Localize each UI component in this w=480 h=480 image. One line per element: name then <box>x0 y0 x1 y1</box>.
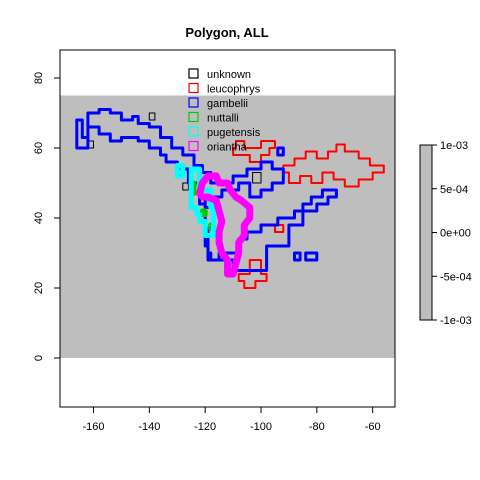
legend-swatch <box>188 140 199 152</box>
polygon-unknown-3 <box>252 172 262 184</box>
series-oriantha <box>196 172 254 278</box>
legend-label: nuttalli <box>207 113 239 125</box>
polygon-gambelii-1 <box>276 146 285 157</box>
x-tick-label: -140 <box>138 421 160 433</box>
polygon-gambelii-0 <box>75 108 338 272</box>
chart-title: Polygon, ALL <box>185 25 268 40</box>
polygon-leucophrys-2 <box>237 259 268 289</box>
x-tick-label: -160 <box>82 421 104 433</box>
polygon-leucophrys-1 <box>282 143 385 188</box>
y-tick-label: 60 <box>33 142 45 154</box>
legend-label: pugetensis <box>207 127 261 139</box>
legend-label: unknown <box>207 69 251 81</box>
colorbar-tick-label: 0e+00 <box>440 228 471 240</box>
polygon-nuttalli-1 <box>199 208 208 217</box>
polygon-leucophrys-0 <box>232 140 276 163</box>
legend-swatch <box>188 68 199 79</box>
colorbar-box <box>419 144 433 321</box>
colorbar: 1e-03 5e-04 0e+00 -5e-04 -1e-03 <box>419 140 472 327</box>
colorbar-tick-label: -1e-03 <box>440 315 472 327</box>
legend-label: leucophrys <box>207 84 261 96</box>
legend: unknown leucophrys gambelii nuttalli pugeten… <box>188 68 261 154</box>
polygon-pugetensis-0 <box>174 163 186 179</box>
legend-item-gambelii: gambelii <box>188 97 248 110</box>
series-gambelii <box>75 108 338 272</box>
y-tick-label: 40 <box>33 212 45 224</box>
polygon-gambelii-2 <box>304 251 319 262</box>
y-tick-label: 0 <box>33 355 45 361</box>
colorbar-tick-label: 5e-04 <box>440 184 468 196</box>
x-tick-label: -100 <box>250 421 272 433</box>
legend-swatch <box>188 111 199 123</box>
legend-item-pugetensis: pugetensis <box>188 126 261 139</box>
x-tick-label: -80 <box>309 421 325 433</box>
colorbar-tick-label: -5e-04 <box>440 271 472 283</box>
y-tick-label: 20 <box>33 282 45 294</box>
legend-item-nuttalli: nuttalli <box>188 111 239 125</box>
map-background <box>60 95 395 358</box>
legend-item-oriantha: oriantha <box>188 140 248 154</box>
legend-swatch <box>188 126 199 137</box>
polygon-gambelii-3 <box>293 251 302 262</box>
polygon-leucophrys-3 <box>274 224 285 233</box>
x-tick-label: -60 <box>365 421 381 433</box>
legend-label: gambelii <box>207 98 248 110</box>
plot-area <box>60 95 395 358</box>
legend-item-unknown: unknown <box>188 68 251 81</box>
y-tick-label: 80 <box>33 72 45 84</box>
axes: -160 -140 -120 -100 -80 -60 0 20 40 60 80 <box>33 49 396 433</box>
x-tick-label: -120 <box>194 421 216 433</box>
series-leucophrys <box>232 140 385 289</box>
polygon-oriantha-0 <box>196 172 254 278</box>
legend-swatch <box>188 97 199 108</box>
legend-swatch <box>188 82 199 94</box>
legend-label: oriantha <box>207 142 248 154</box>
polygon-unknown-1 <box>148 112 156 121</box>
colorbar-tick-label: 1e-03 <box>440 140 468 152</box>
legend-item-leucophrys: leucophrys <box>188 82 261 96</box>
